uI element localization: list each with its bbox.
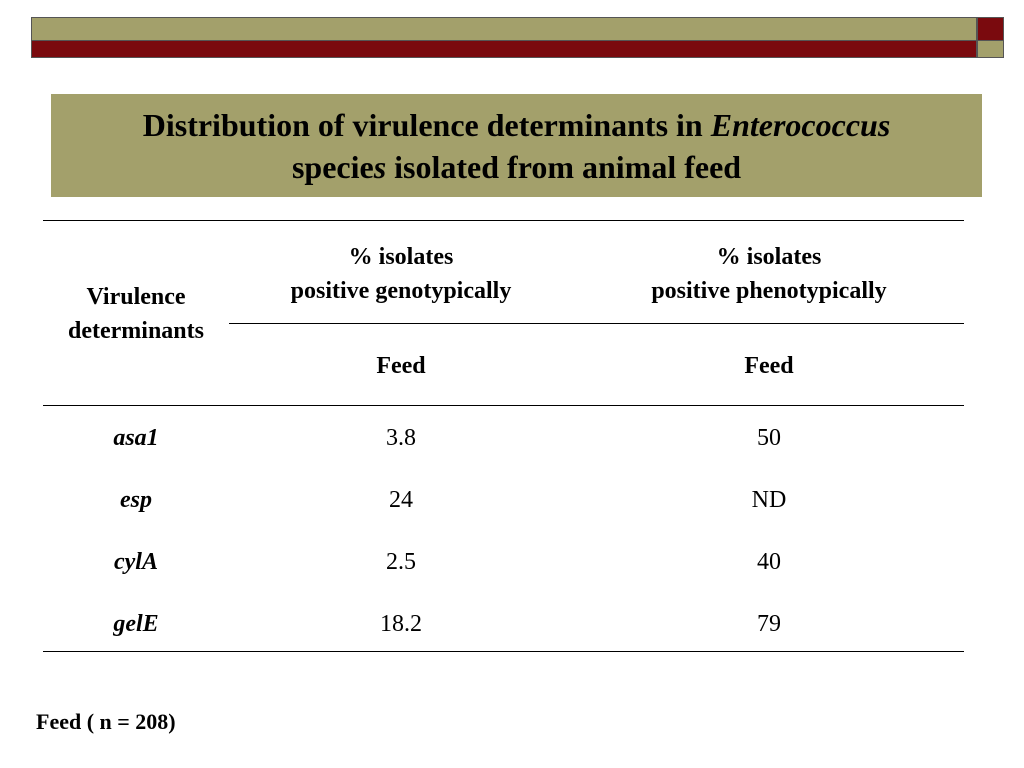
- gene-name: gelE: [113, 611, 159, 637]
- row-header-line-1: Virulence: [86, 284, 186, 310]
- subheader-genotypic-feed: Feed: [376, 353, 426, 379]
- table-top-rule: [43, 220, 964, 221]
- genotypic-value: 18.2: [380, 611, 422, 637]
- subheader-phenotypic-feed: Feed: [744, 353, 794, 379]
- title-line-2-suffix: isolated from animal feed: [386, 148, 742, 185]
- title-genus: Enterococcus: [710, 106, 891, 143]
- table-subheader-rule: [43, 405, 964, 406]
- col-header-phenotypic-line-2: positive phenotypically: [651, 278, 887, 304]
- col-header-phenotypic: % isolates positive phenotypically: [594, 240, 944, 308]
- genotypic-value: 3.8: [386, 425, 416, 451]
- slide-title: Distribution of virulence determinants i…: [51, 94, 982, 197]
- phenotypic-value: 50: [757, 425, 781, 451]
- title-line-2: species isolated from animal feed: [292, 146, 741, 188]
- title-line-1-text: Distribution of virulence determinants i…: [142, 106, 711, 143]
- genotypic-value: 24: [389, 487, 413, 513]
- table-header-rule: [229, 323, 964, 324]
- gene-name: esp: [120, 487, 152, 513]
- header-square-maroon: [977, 17, 1004, 41]
- genotypic-value: 2.5: [386, 549, 416, 575]
- header-square-olive: [977, 41, 1004, 58]
- row-header: Virulence determinants: [43, 280, 229, 348]
- header-bar-olive: [31, 17, 977, 41]
- title-line-1: Distribution of virulence determinants i…: [143, 104, 891, 146]
- phenotypic-value: 79: [757, 611, 781, 637]
- col-header-genotypic-line-2: positive genotypically: [290, 278, 512, 304]
- phenotypic-value: 40: [757, 549, 781, 575]
- table-bottom-rule: [43, 651, 964, 652]
- gene-name: cylA: [114, 549, 158, 575]
- title-line-2-text: specie: [291, 148, 374, 185]
- gene-name: asa1: [113, 425, 159, 451]
- phenotypic-value: ND: [751, 487, 787, 513]
- col-header-genotypic: % isolates positive genotypically: [236, 240, 566, 308]
- col-header-genotypic-line-1: % isolates: [348, 244, 454, 270]
- title-italic-s: s: [373, 148, 387, 185]
- col-header-phenotypic-line-1: % isolates: [716, 244, 822, 270]
- header-bar-maroon: [31, 41, 977, 58]
- footnote-sample-size: Feed ( n = 208): [36, 709, 176, 734]
- row-header-line-2: determinants: [68, 318, 204, 344]
